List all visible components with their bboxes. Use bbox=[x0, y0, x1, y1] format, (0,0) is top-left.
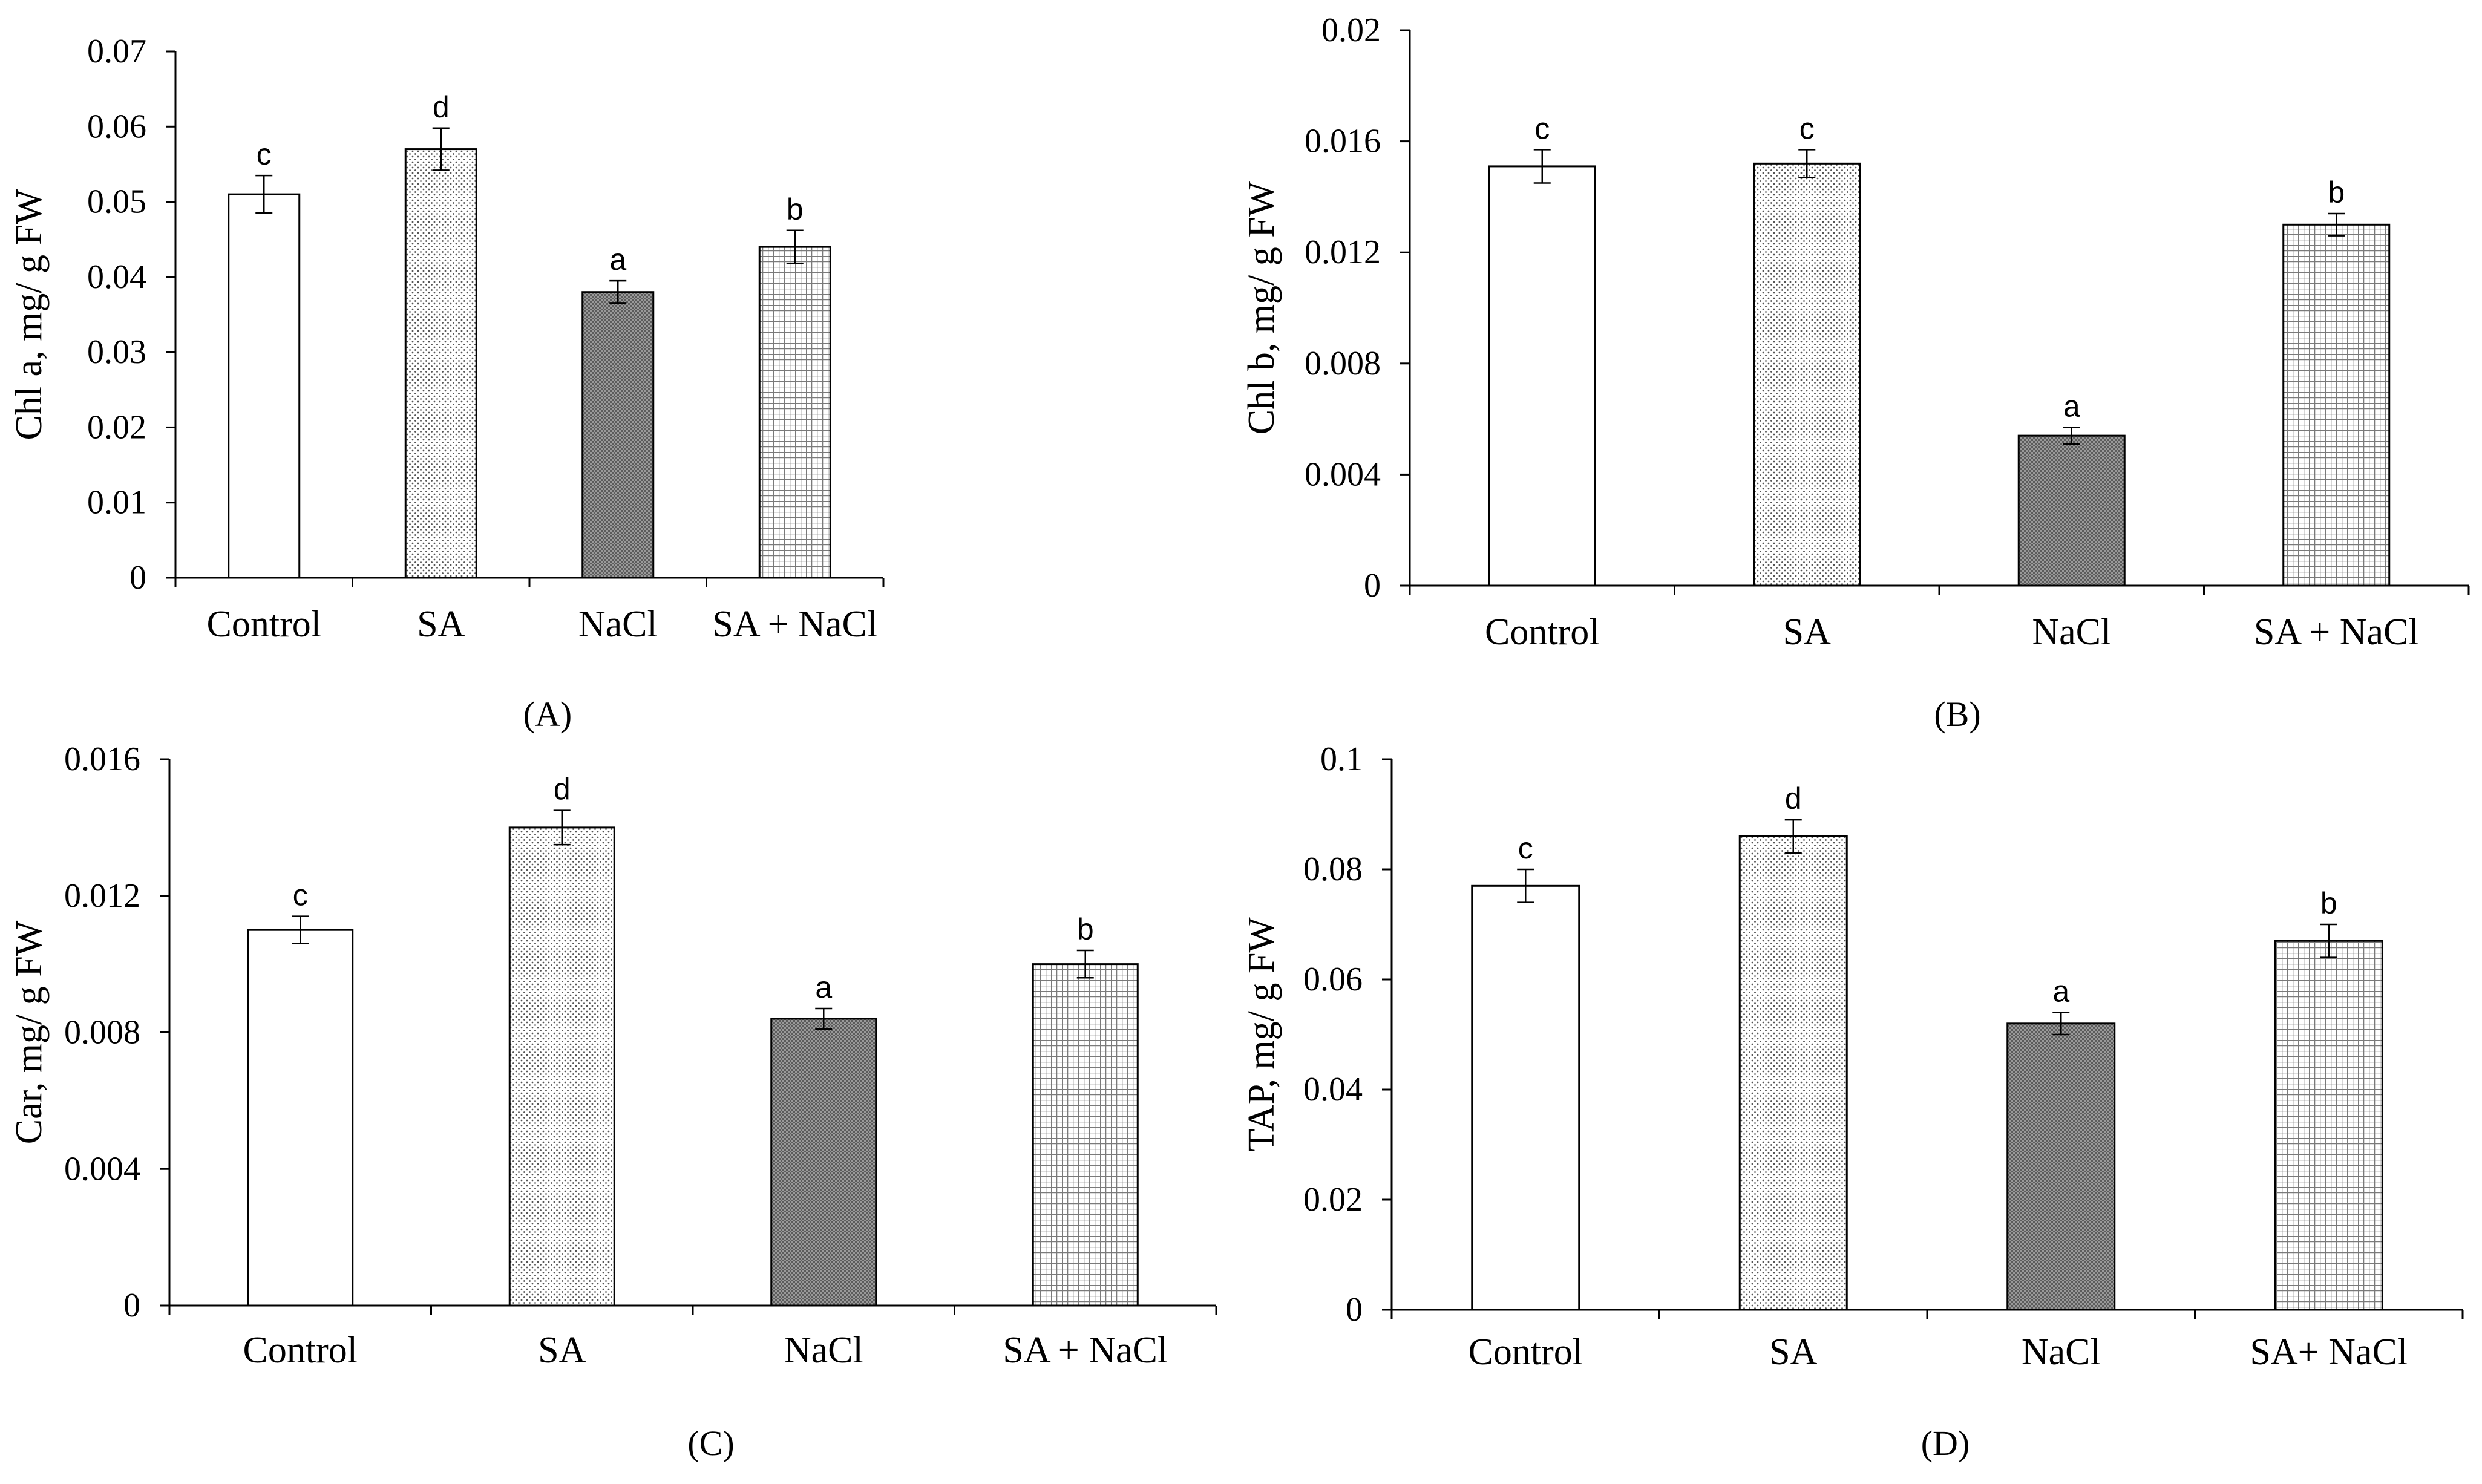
bar bbox=[2017, 434, 2126, 587]
y-axis-title: Car, mg/ g FW bbox=[8, 920, 50, 1144]
significance-letter: c bbox=[293, 878, 308, 912]
bar bbox=[404, 148, 477, 579]
y-tick-label: 0 bbox=[1364, 567, 1381, 604]
x-category-label: NaCl bbox=[784, 1330, 863, 1371]
y-tick-label: 0.004 bbox=[64, 1150, 140, 1188]
y-tick-label: 0.016 bbox=[1305, 123, 1381, 160]
x-category-label: NaCl bbox=[2022, 1332, 2101, 1373]
y-tick-label: 0.04 bbox=[1303, 1071, 1363, 1108]
significance-letter: d bbox=[433, 90, 450, 124]
chart-panel-1: 0 0.01 0.02 0.03 0.04 0.05 0.06 0.07 Chl a, mg/ … bbox=[8, 33, 885, 734]
y-tick-label: 0.05 bbox=[87, 183, 146, 221]
significance-letter: a bbox=[609, 243, 626, 276]
y-tick-label: 0.02 bbox=[87, 408, 146, 446]
y-tick-label: 0.012 bbox=[64, 877, 140, 915]
y-tick-label: 0 bbox=[129, 559, 146, 597]
significance-letter: c bbox=[1518, 831, 1533, 865]
significance-letter: b bbox=[2320, 886, 2337, 920]
y-tick-label: 0.02 bbox=[1303, 1181, 1363, 1218]
y-tick-label: 0.08 bbox=[1303, 851, 1363, 888]
significance-letter: d bbox=[1785, 782, 1802, 816]
bar bbox=[2274, 940, 2383, 1311]
bar bbox=[1032, 963, 1139, 1307]
bar bbox=[770, 1018, 877, 1307]
x-category-label: NaCl bbox=[2032, 612, 2111, 653]
x-category-label: NaCl bbox=[578, 604, 658, 645]
y-tick-label: 0.008 bbox=[1305, 345, 1381, 382]
bar bbox=[1471, 884, 1580, 1311]
panel-caption: (D) bbox=[1921, 1424, 1970, 1463]
x-category-label: SA bbox=[1783, 612, 1831, 653]
chart-panel-2: 0 0.004 0.008 0.012 0.016 0.02 Chl b, mg/ g FW… bbox=[1241, 11, 2470, 734]
x-category-label: SA bbox=[538, 1330, 586, 1371]
significance-letter: b bbox=[2328, 175, 2345, 209]
chart-panel-3: 0 0.004 0.008 0.012 0.016 Car, mg/ g FW c Contr… bbox=[8, 740, 1217, 1463]
x-category-label: SA + NaCl bbox=[1003, 1330, 1168, 1371]
bar bbox=[1738, 835, 1848, 1311]
bar bbox=[1753, 162, 1861, 587]
x-category-label: SA + NaCl bbox=[712, 604, 877, 645]
bar bbox=[2006, 1022, 2116, 1311]
y-tick-label: 0 bbox=[1346, 1291, 1363, 1329]
panel-caption: (B) bbox=[1934, 695, 1980, 734]
x-category-label: SA bbox=[417, 604, 465, 645]
bar bbox=[581, 291, 655, 579]
bar bbox=[247, 929, 354, 1307]
significance-letter: d bbox=[554, 773, 571, 806]
significance-letter: b bbox=[1077, 912, 1094, 946]
y-tick-label: 0.004 bbox=[1305, 456, 1381, 493]
x-category-label: SA+ NaCl bbox=[2250, 1332, 2408, 1373]
significance-letter: c bbox=[1534, 111, 1550, 145]
x-category-label: Control bbox=[1469, 1332, 1583, 1373]
bar bbox=[228, 193, 301, 579]
chart-panel-4: 0 0.02 0.04 0.06 0.08 0.1 TAP, mg/ g FW c Contro… bbox=[1241, 740, 2464, 1463]
bar bbox=[2282, 223, 2391, 587]
significance-letter: b bbox=[787, 192, 804, 226]
y-axis-title: Chl b, mg/ g FW bbox=[1241, 181, 1282, 434]
significance-letter: c bbox=[1799, 111, 1815, 145]
y-tick-label: 0.01 bbox=[87, 484, 146, 521]
bar bbox=[758, 246, 831, 579]
bar bbox=[508, 826, 615, 1307]
x-category-label: SA bbox=[1769, 1332, 1817, 1373]
y-tick-label: 0.016 bbox=[64, 740, 140, 778]
y-tick-label: 0.02 bbox=[1321, 11, 1381, 49]
y-tick-label: 0.03 bbox=[87, 333, 146, 371]
significance-letter: c bbox=[257, 137, 272, 171]
panel-caption: (A) bbox=[523, 695, 572, 734]
panel-caption: (C) bbox=[687, 1424, 734, 1463]
significance-letter: a bbox=[2052, 975, 2069, 1008]
y-tick-label: 0.06 bbox=[87, 108, 146, 145]
significance-letter: a bbox=[815, 970, 832, 1004]
y-tick-label: 0 bbox=[123, 1287, 140, 1324]
y-tick-label: 0.07 bbox=[87, 33, 146, 70]
y-axis-title: Chl a, mg/ g FW bbox=[8, 189, 50, 440]
y-tick-label: 0.06 bbox=[1303, 961, 1363, 998]
y-axis-title: TAP, mg/ g FW bbox=[1241, 917, 1282, 1152]
x-category-label: Control bbox=[1485, 612, 1599, 653]
x-category-label: Control bbox=[207, 604, 321, 645]
significance-letter: a bbox=[2063, 389, 2080, 423]
x-category-label: SA + NaCl bbox=[2254, 612, 2419, 653]
y-tick-label: 0.008 bbox=[64, 1014, 140, 1051]
y-tick-label: 0.1 bbox=[1320, 740, 1363, 778]
bar bbox=[1488, 165, 1596, 587]
x-category-label: Control bbox=[243, 1330, 358, 1371]
y-tick-label: 0.04 bbox=[87, 258, 146, 296]
y-tick-label: 0.012 bbox=[1305, 234, 1381, 271]
